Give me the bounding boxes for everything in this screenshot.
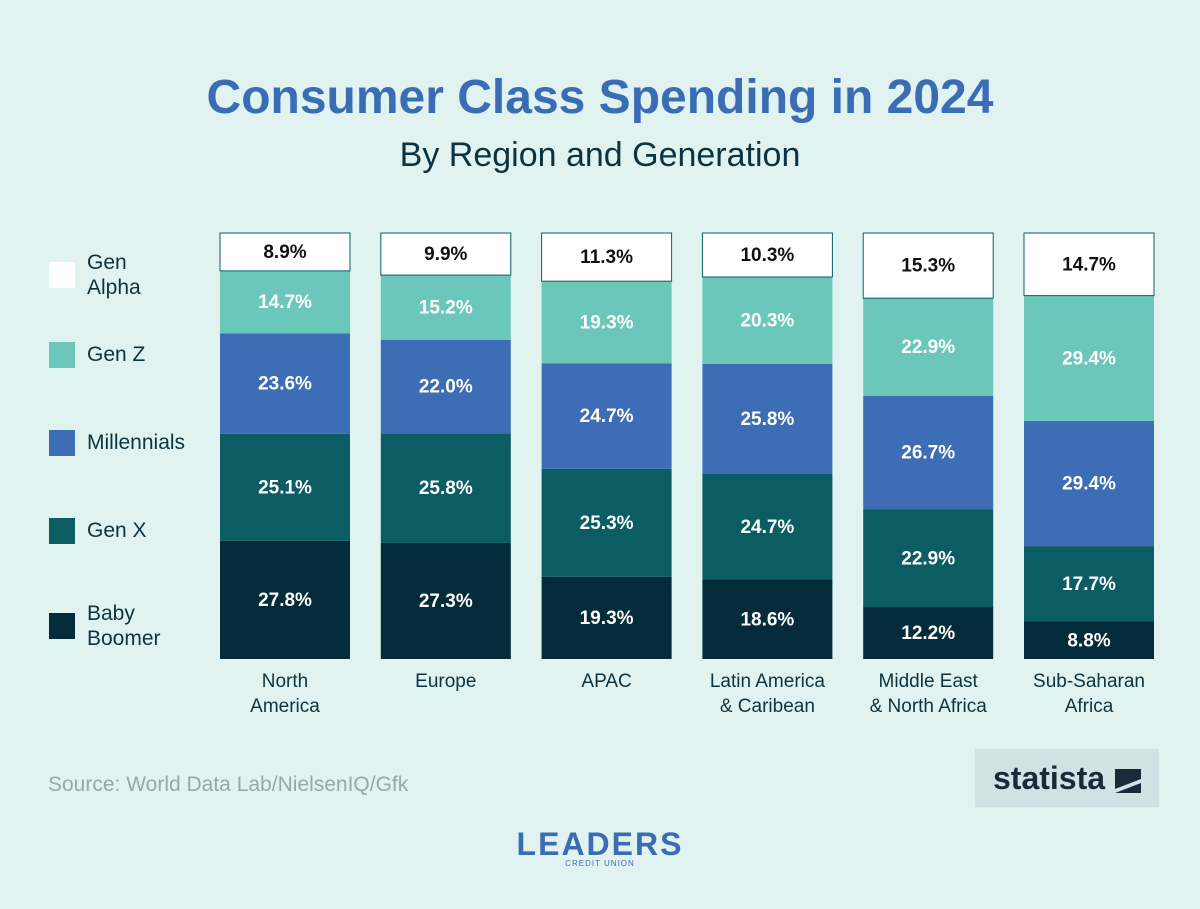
- data-label: 29.4%: [1062, 474, 1116, 495]
- bar-segment: [541, 468, 672, 577]
- legend-label: Gen Alpha: [87, 251, 141, 299]
- bar-segment: [541, 281, 672, 364]
- data-label: 15.2%: [419, 297, 473, 318]
- data-label: 8.8%: [1067, 630, 1110, 651]
- x-tick-label: Europe: [415, 671, 477, 692]
- legend-label: Baby Boomer: [87, 602, 161, 650]
- data-label: 26.7%: [901, 443, 955, 464]
- bar-segment: [219, 232, 351, 272]
- data-label: 14.7%: [258, 292, 312, 313]
- bar-segment: [702, 473, 833, 580]
- legend-swatch: [49, 262, 75, 288]
- data-label: 23.6%: [258, 374, 312, 395]
- bar-segment: [862, 232, 994, 299]
- bar-segment: [701, 232, 833, 278]
- bar-segment: [380, 542, 511, 659]
- legend-label: Gen Z: [87, 343, 146, 366]
- legend-swatch: [49, 430, 75, 456]
- bar-segment: [702, 277, 833, 364]
- bar-segment: [220, 270, 350, 334]
- legend-label: Gen X: [87, 519, 147, 542]
- data-label: 19.3%: [580, 312, 634, 333]
- legend-swatch: [49, 342, 75, 368]
- data-label: 25.8%: [419, 478, 473, 499]
- data-label: 18.6%: [740, 609, 794, 630]
- chart-title: Consumer Class Spending in 2024: [206, 71, 994, 124]
- bar-segment: [541, 576, 672, 659]
- data-label: 22.0%: [419, 376, 473, 397]
- data-label: 9.9%: [424, 244, 467, 265]
- source: Source: World Data Lab/NielsenIQ/Gfk: [48, 773, 409, 796]
- statista-icon: [1115, 769, 1142, 793]
- bar-segment: [863, 298, 994, 396]
- bar-segment: [380, 275, 511, 340]
- data-label: 15.3%: [901, 256, 955, 277]
- x-tick-label: APAC: [581, 671, 632, 692]
- statista-logo: statista: [975, 749, 1159, 807]
- x-tick-label: Sub-Saharan Africa: [1033, 671, 1145, 717]
- bar-segment: [380, 339, 511, 434]
- bar-segment: [220, 433, 350, 541]
- bar-segment: [863, 607, 994, 659]
- data-label: 22.9%: [901, 337, 955, 358]
- bar-segment: [541, 363, 672, 469]
- bar-segment: [1024, 420, 1154, 547]
- bar-segment: [541, 232, 673, 282]
- data-label: 29.4%: [1062, 348, 1116, 369]
- bar-segment: [380, 433, 511, 543]
- x-tick-label: North America: [250, 671, 320, 717]
- bar-segment: [702, 579, 833, 659]
- bar-segment: [220, 540, 350, 659]
- x-tick-label: Latin America & Caribean: [709, 671, 825, 717]
- data-label: 24.7%: [740, 517, 794, 538]
- bar-segment: [380, 232, 512, 276]
- bar-segment: [1024, 546, 1154, 622]
- bar-segment: [1024, 621, 1154, 659]
- x-tick-label: Middle East & North Africa: [869, 671, 987, 717]
- data-label: 27.8%: [258, 590, 312, 611]
- data-label: 22.9%: [901, 548, 955, 569]
- data-label: 25.8%: [740, 409, 794, 430]
- data-label: 10.3%: [740, 245, 794, 266]
- data-label: 19.3%: [580, 608, 634, 629]
- data-label: 8.9%: [263, 242, 306, 263]
- legend-swatch: [49, 518, 75, 544]
- bar-segment: [863, 395, 994, 510]
- data-label: 14.7%: [1062, 254, 1116, 275]
- data-label: 27.3%: [419, 591, 473, 612]
- data-label: 24.7%: [580, 406, 634, 427]
- leaders-subtext: CREDIT UNION: [565, 859, 635, 868]
- data-label: 17.7%: [1062, 574, 1116, 595]
- bar-segment: [1023, 232, 1155, 297]
- chart-subtitle: By Region and Generation: [399, 136, 801, 174]
- legend-label: Millennials: [87, 431, 186, 454]
- legend-swatch: [49, 613, 75, 639]
- bar-segment: [863, 509, 994, 608]
- data-label: 12.2%: [901, 623, 955, 644]
- statista-text: statista: [993, 760, 1106, 796]
- bar-segment: [1024, 295, 1154, 421]
- data-label: 11.3%: [580, 247, 633, 268]
- data-label: 25.1%: [258, 477, 312, 498]
- leaders-logo: LEADERS: [516, 826, 684, 862]
- data-label: 25.3%: [580, 513, 634, 534]
- bar-segment: [702, 363, 833, 474]
- bar-segment: [220, 333, 350, 434]
- data-label: 20.3%: [740, 310, 794, 331]
